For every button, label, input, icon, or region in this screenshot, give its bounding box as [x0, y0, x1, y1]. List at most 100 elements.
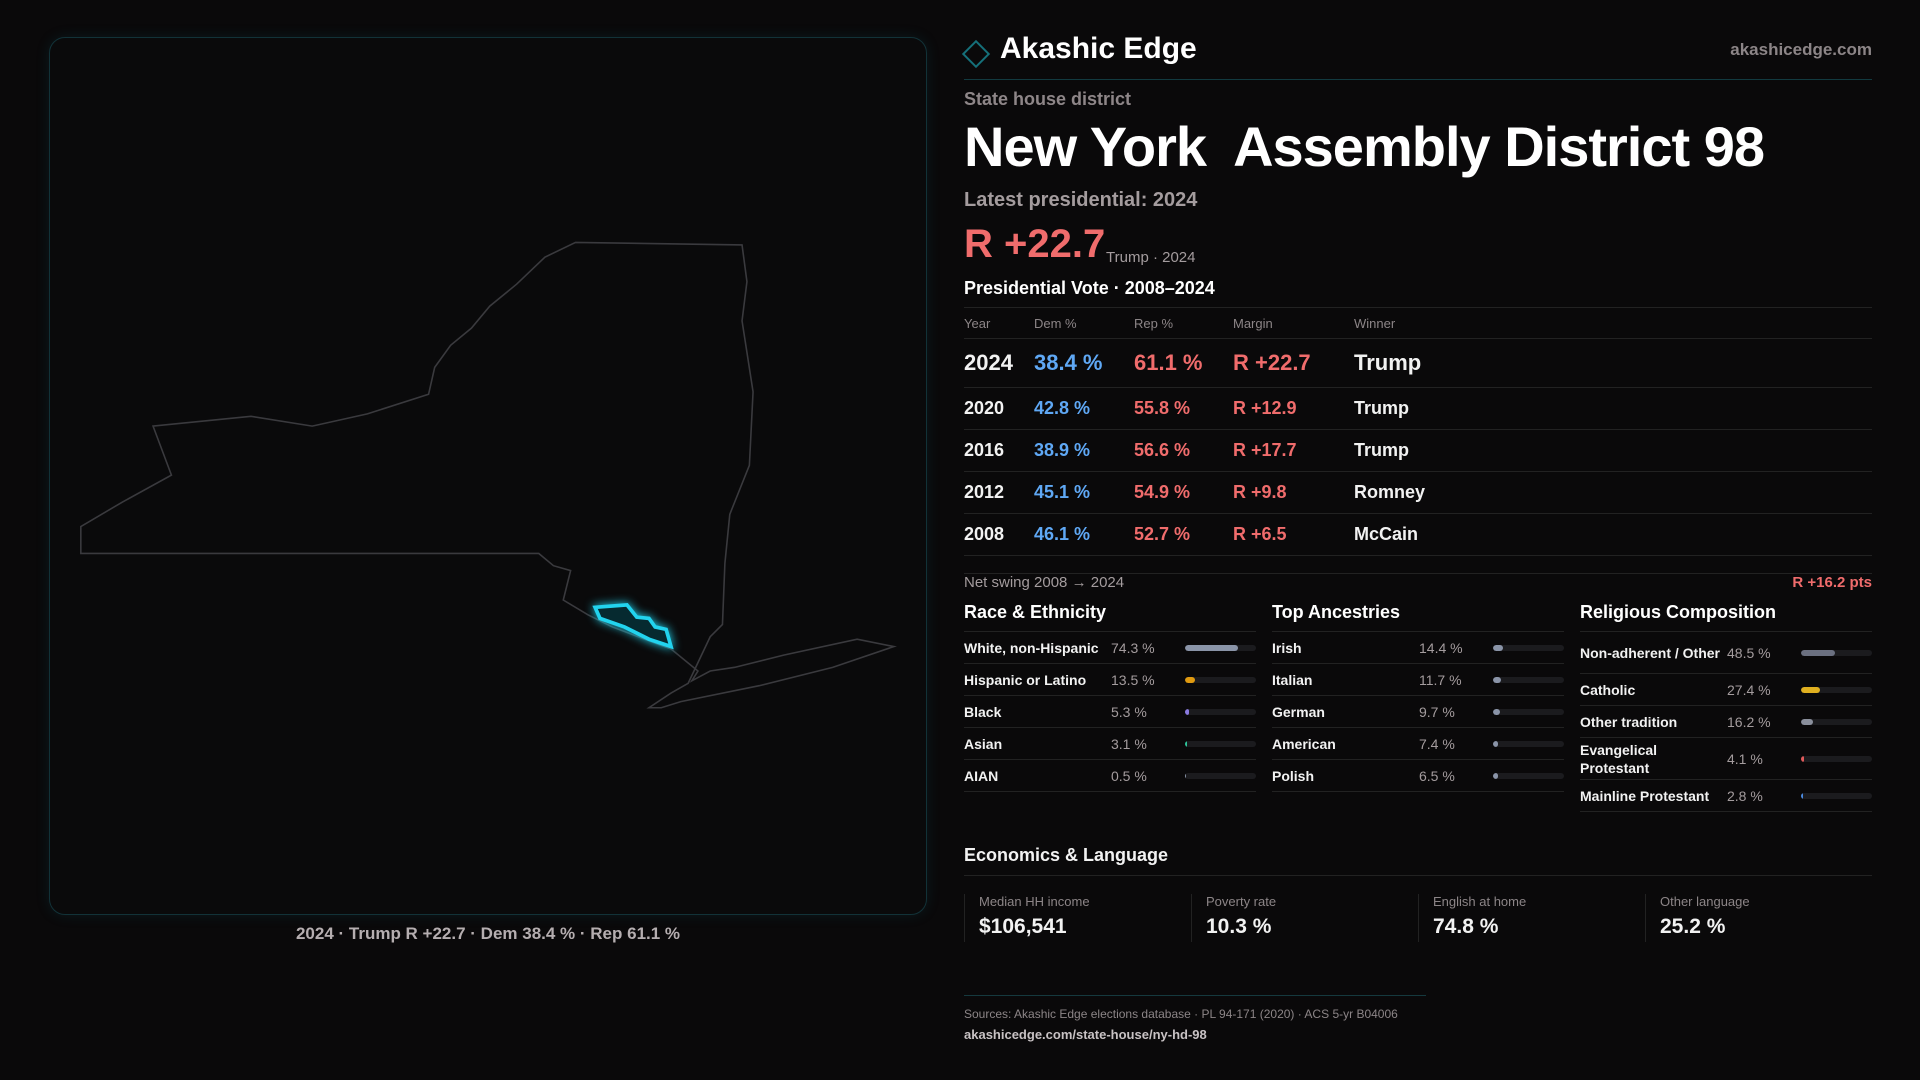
item-label: Mainline Protestant [1580, 787, 1710, 804]
cell-margin: R +22.7 [1233, 338, 1354, 388]
stat-card: English at home 74.8 % [1418, 894, 1645, 942]
item-value: 11.7 % [1419, 671, 1462, 688]
page-url[interactable]: akashicedge.com/state-house/ny-hd-98 [964, 1027, 1207, 1042]
item-value: 6.5 % [1419, 767, 1455, 784]
state-name: New York [964, 115, 1207, 178]
list-item: Irish 14.4 % [1272, 632, 1564, 664]
list-item: Asian 3.1 % [964, 728, 1256, 760]
stat-card: Other language 25.2 % [1645, 894, 1872, 942]
col-dem: Dem % [1034, 307, 1134, 339]
diamond-logo-icon [961, 39, 991, 69]
item-value: 0.5 % [1111, 767, 1147, 784]
item-value: 5.3 % [1111, 703, 1147, 720]
item-label: Irish [1272, 639, 1302, 656]
item-bar [1493, 676, 1564, 683]
header: Akashic Edge akashicedge.com [961, 30, 1872, 80]
item-value: 14.4 % [1419, 639, 1463, 656]
stat-card: Poverty rate 10.3 % [1191, 894, 1418, 942]
item-label: Italian [1272, 671, 1313, 688]
list-item: Italian 11.7 % [1272, 664, 1564, 696]
stat-card: Median HH income $106,541 [964, 894, 1191, 942]
col-margin: Margin [1233, 307, 1354, 339]
stat-value: 74.8 % [1433, 915, 1499, 938]
cell-dem: 46.1 % [1034, 513, 1134, 556]
item-bar-fill [1801, 792, 1803, 799]
col-winner: Winner [1354, 307, 1872, 339]
list-item: Mainline Protestant 2.8 % [1580, 780, 1872, 812]
list-item: Other tradition 16.2 % [1580, 706, 1872, 738]
footer: Sources: Akashic Edge elections database… [964, 995, 1426, 1042]
item-value: 3.1 % [1111, 735, 1147, 752]
headline-margin-sub: Trump · 2024 [1106, 249, 1196, 266]
religion-section: Religious Composition Non-adherent / Othe… [1580, 602, 1872, 812]
list-item: Non-adherent / Other 48.5 % [1580, 632, 1872, 674]
cell-winner: Trump [1354, 387, 1872, 430]
map-panel[interactable] [49, 37, 927, 915]
item-value: 27.4 % [1727, 681, 1771, 698]
table-row: 2020 42.8 % 55.8 % R +12.9 Trump [964, 387, 1872, 430]
latest-label: Latest presidential: 2024 [964, 189, 1198, 211]
table-row: 2008 46.1 % 52.7 % R +6.5 McCain [964, 513, 1872, 556]
col-rep: Rep % [1134, 307, 1233, 339]
stat-label: Other language [1660, 894, 1750, 909]
cell-rep: 54.9 % [1134, 471, 1233, 514]
district-type: State house district [964, 89, 1132, 109]
item-label: Other tradition [1580, 713, 1678, 730]
item-bar-fill [1185, 740, 1188, 747]
item-label: AIAN [964, 767, 999, 784]
item-bar [1801, 686, 1872, 693]
cell-year: 2008 [964, 513, 1034, 556]
table-row: 2012 45.1 % 54.9 % R +9.8 Romney [964, 471, 1872, 514]
item-label: White, non-Hispanic [964, 639, 1099, 656]
table-row: 2024 38.4 % 61.1 % R +22.7 Trump [964, 338, 1872, 388]
col-year: Year [964, 307, 1034, 339]
cell-year: 2016 [964, 429, 1034, 472]
item-bar [1185, 740, 1256, 747]
item-value: 7.4 % [1419, 735, 1455, 752]
item-bar [1801, 649, 1872, 656]
cell-dem: 38.9 % [1034, 429, 1134, 472]
sources-text: Sources: Akashic Edge elections database… [964, 1007, 1398, 1021]
list-item: Polish 6.5 % [1272, 760, 1564, 792]
cell-rep: 56.6 % [1134, 429, 1233, 472]
list-item: Catholic 27.4 % [1580, 674, 1872, 706]
cell-year: 2020 [964, 387, 1034, 430]
race-section: Race & Ethnicity White, non-Hispanic 74.3 … [964, 602, 1256, 792]
brand-name: Akashic Edge [1000, 32, 1197, 65]
stat-label: Median HH income [979, 894, 1090, 909]
item-bar-fill [1493, 676, 1502, 683]
item-label: American [1272, 735, 1336, 752]
item-bar-fill [1185, 708, 1189, 715]
item-bar [1801, 718, 1872, 725]
item-bar-fill [1801, 718, 1813, 725]
item-bar [1185, 676, 1256, 683]
stat-label: Poverty rate [1206, 894, 1277, 909]
cell-margin: R +9.8 [1233, 471, 1354, 514]
site-link[interactable]: akashicedge.com [1730, 40, 1872, 59]
item-label: German [1272, 703, 1325, 720]
map-caption: 2024 · Trump R +22.7 · Dem 38.4 % · Rep … [295, 924, 681, 943]
item-bar-fill [1185, 644, 1238, 651]
cell-year: 2024 [964, 338, 1034, 388]
item-bar-fill [1801, 686, 1821, 693]
net-swing-label: Net swing 2008 → 2024 [964, 574, 1125, 591]
item-value: 74.3 % [1111, 639, 1155, 656]
item-bar [1493, 772, 1564, 779]
item-value: 48.5 % [1727, 644, 1771, 661]
item-bar-fill [1493, 708, 1500, 715]
cell-margin: R +6.5 [1233, 513, 1354, 556]
item-bar-fill [1185, 676, 1195, 683]
item-bar [1493, 740, 1564, 747]
table-row: 2016 38.9 % 56.6 % R +17.7 Trump [964, 429, 1872, 472]
cell-winner: Trump [1354, 429, 1872, 472]
item-value: 9.7 % [1419, 703, 1455, 720]
item-label: Evangelical Protestant [1580, 741, 1658, 776]
cell-dem: 45.1 % [1034, 471, 1134, 514]
stat-value: 10.3 % [1206, 915, 1272, 938]
ancestry-section: Top Ancestries Irish 14.4 % Italian 11.7 % Ge… [1272, 602, 1564, 792]
item-bar [1185, 708, 1256, 715]
item-value: 4.1 % [1727, 750, 1763, 767]
item-bar-fill [1493, 740, 1499, 747]
item-bar-fill [1801, 649, 1836, 656]
list-item: Evangelical Protestant 4.1 % [1580, 738, 1872, 780]
